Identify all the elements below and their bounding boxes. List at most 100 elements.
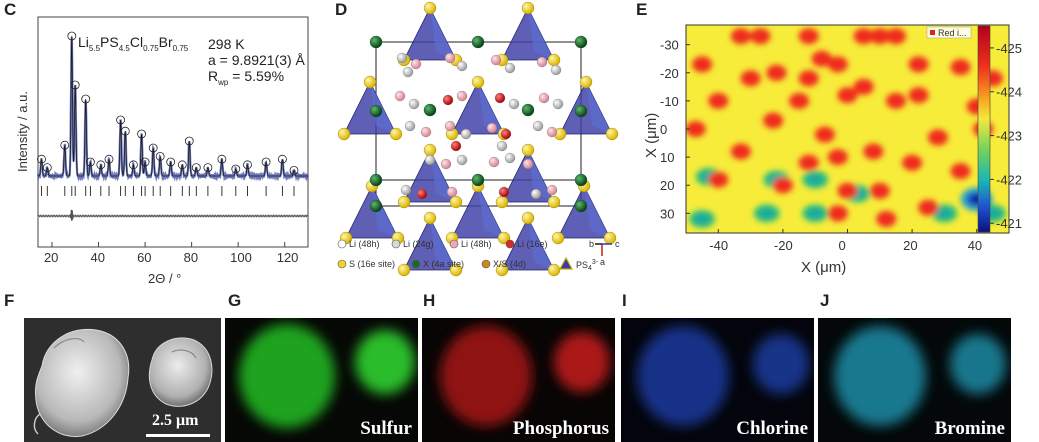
xrd-peak-marker-18 — [184, 136, 194, 146]
xrd-xtick-label-4: 100 — [230, 250, 252, 265]
raman-red-spot-37 — [918, 199, 939, 216]
sulfur-atom-2-0 — [363, 75, 377, 89]
halide-atom-5 — [369, 104, 383, 118]
lithium-atom-8 — [550, 64, 562, 76]
legend-d-text-1: Li (24g) — [403, 239, 434, 249]
panel-label-g: G — [228, 291, 242, 310]
xrd-peak-marker-20 — [203, 163, 213, 173]
colorbar-tick-label-3: -422 — [996, 172, 1022, 187]
xrd-x-ticks: 20 40 60 80 100 120 — [44, 242, 298, 265]
raman-xtick-label-4: 40 — [968, 238, 982, 253]
raman-legend-text: Red i... — [938, 28, 967, 38]
eds-label-phosphorus: Phosphorus — [512, 418, 609, 439]
raman-red-spot-16 — [789, 92, 810, 109]
lithium-atom-9 — [394, 90, 406, 102]
panel-label-d: D — [335, 0, 348, 19]
ps4-tetrahedron-face-10 — [430, 218, 456, 270]
sem-image: 2.5 μm — [24, 318, 221, 442]
raman-red-spot-39 — [876, 210, 897, 227]
panel-label-i: I — [622, 291, 627, 310]
legend-d-text-4: S (16e site) — [349, 259, 395, 269]
xrd-peak-marker-9 — [116, 115, 125, 125]
xrd-plot-frame — [37, 16, 309, 248]
legend-d-text-3: Li (16e) — [517, 239, 548, 249]
legend-d-text-0: Li (48h) — [349, 239, 380, 249]
raman-map: Red i... -40 -20 0 20 40 -30 -20 -10 0 10 20 30 -425… — [643, 24, 1022, 276]
colorbar-tick-label-0: -425 — [996, 41, 1022, 56]
xrd-xtick-label-2: 60 — [137, 250, 151, 265]
ps4-tetrahedron-face-11 — [528, 218, 554, 270]
raman-ytick-label-0: -30 — [660, 38, 679, 53]
legend-d-text-5: X (4a site) — [423, 259, 464, 269]
lithium-atom-13 — [494, 92, 506, 104]
sulfur-atom-10-0 — [423, 211, 437, 225]
raman-teal-spot-5 — [758, 208, 775, 219]
sulfur-atom-6-2 — [547, 195, 561, 209]
raman-ytick-label-1: -20 — [660, 66, 679, 81]
sulfur-atom-1-0 — [521, 1, 535, 15]
raman-red-spot-23 — [763, 112, 784, 129]
xrd-peak-marker-19 — [191, 163, 201, 173]
lithium-atom-38 — [546, 184, 558, 196]
panel-label-e: E — [636, 0, 648, 19]
sulfur-atom-4-2 — [605, 127, 619, 141]
halide-atom-0 — [369, 35, 383, 49]
lithium-atom-2 — [402, 66, 414, 78]
halide-atom-6 — [574, 104, 588, 118]
raman-red-spot-7 — [692, 56, 713, 73]
raman-red-spot-15 — [708, 92, 729, 109]
legend-d-text-6: X/S (4d) — [493, 259, 526, 269]
legend-d-text-2: Li (48h) — [461, 239, 492, 249]
xrd-xtick-label-1: 40 — [91, 250, 105, 265]
colorbar-tick-label-1: -424 — [996, 85, 1022, 100]
lithium-atom-6 — [504, 62, 516, 74]
eds-map-sulfur: Sulfur — [225, 318, 418, 442]
xrd-peak-marker-2 — [60, 140, 70, 150]
xrd-xlabel: 2Θ / ° — [148, 271, 181, 286]
sulfur-atom-5-2 — [449, 195, 463, 209]
raman-red-spot-35 — [837, 182, 858, 199]
halide-atom-7 — [471, 173, 485, 187]
lithium-atom-31 — [450, 140, 462, 152]
halide-atom-3 — [574, 173, 588, 187]
xrd-ylabel: Intensity / a.u. — [15, 91, 30, 172]
xrd-peak-marker-16 — [166, 157, 176, 167]
panel-label-j: J — [820, 291, 830, 310]
scale-bar — [146, 434, 210, 437]
raman-ytick-label-6: 30 — [660, 206, 674, 221]
sulfur-atom-4-0 — [579, 75, 593, 89]
raman-teal-spot-6 — [807, 208, 824, 219]
panel-label-f: F — [4, 291, 15, 310]
raman-ytick-label-3: 0 — [660, 122, 667, 137]
sulfur-atom-5-1 — [397, 195, 411, 209]
halide-atom-4 — [471, 35, 485, 49]
lithium-atom-22 — [500, 128, 512, 140]
xrd-xtick-label-5: 120 — [277, 250, 299, 265]
axis-a-label: a — [600, 257, 605, 267]
raman-red-spot-20 — [908, 87, 929, 104]
xrd-difference-trace — [37, 209, 309, 221]
lithium-atom-5 — [490, 54, 502, 66]
lithium-atom-19 — [444, 120, 456, 132]
xrd-peak-marker-26 — [289, 165, 299, 175]
raman-legend: Red i... — [926, 26, 972, 39]
sulfur-atom-9-1 — [551, 231, 565, 245]
halide-atom-2 — [369, 173, 383, 187]
xrd-formula: Li5.5PS4.5Cl0.75Br0.75 — [78, 34, 189, 53]
scale-bar-label: 2.5 μm — [152, 412, 199, 429]
xrd-peak-marker-23 — [243, 160, 252, 170]
lithium-atom-26 — [440, 158, 452, 170]
legend-d-swatch-4 — [337, 259, 347, 269]
sem-particle-left — [35, 328, 130, 438]
eds-label-bromine: Bromine — [934, 418, 1005, 439]
sulfur-atom-11-1 — [495, 263, 509, 277]
xrd-chart: 20 40 60 80 100 120 2Θ / ° Intensity / a.u. — [15, 16, 309, 286]
eds-map-bromine: Bromine — [818, 318, 1011, 442]
raman-ytick-label-2: -10 — [660, 94, 679, 109]
raman-red-spot-38 — [827, 205, 848, 222]
ps4-tetrahedron-face-3 — [478, 82, 504, 134]
raman-red-spot-2 — [798, 28, 819, 45]
raman-red-spot-30 — [863, 143, 884, 160]
lithium-atom-25 — [424, 154, 436, 166]
colorbar — [977, 25, 991, 233]
